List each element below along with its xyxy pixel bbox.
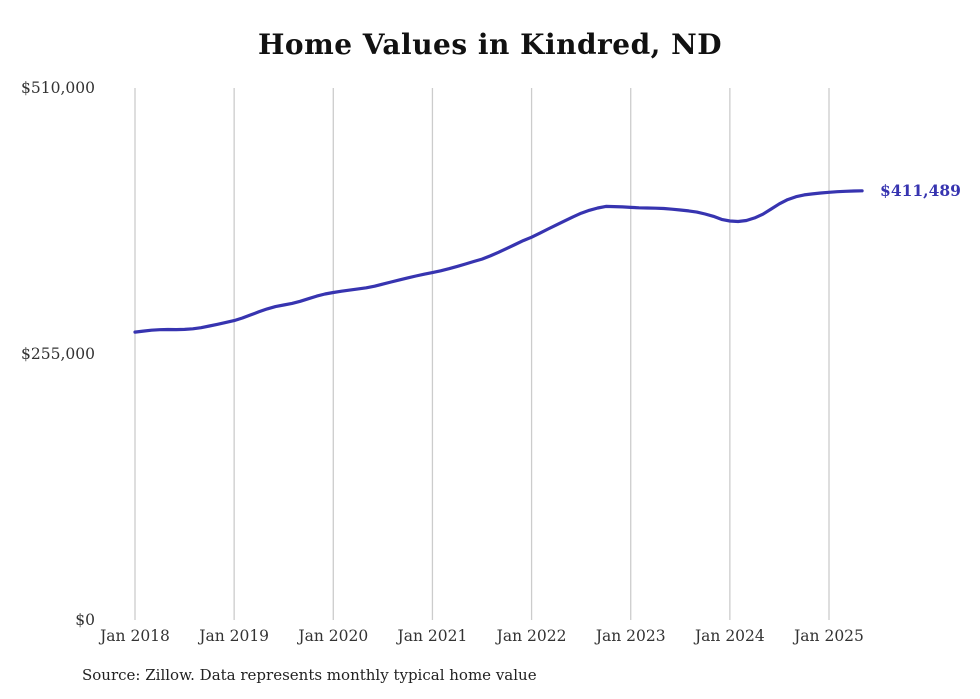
x-tick-label-jan-2024: Jan 2024 <box>693 627 765 645</box>
end-value-label: $411,489 <box>880 181 961 200</box>
x-tick-label-jan-2019: Jan 2019 <box>197 627 269 645</box>
x-tick-label-jan-2023: Jan 2023 <box>594 627 666 645</box>
x-tick-label-jan-2021: Jan 2021 <box>396 627 468 645</box>
source-note: Source: Zillow. Data represents monthly … <box>82 666 537 684</box>
x-tick-label-jan-2018: Jan 2018 <box>98 627 170 645</box>
chart-title: Home Values in Kindred, ND <box>257 28 723 61</box>
x-tick-label-jan-2022: Jan 2022 <box>495 627 567 645</box>
y-tick-label-2: $510,000 <box>21 79 95 97</box>
x-tick-label-jan-2025: Jan 2025 <box>792 627 864 645</box>
y-tick-label-0: $0 <box>75 611 95 629</box>
home-value-line <box>133 189 864 334</box>
x-tick-label-jan-2020: Jan 2020 <box>296 627 368 645</box>
y-tick-label-1: $255,000 <box>21 345 95 363</box>
